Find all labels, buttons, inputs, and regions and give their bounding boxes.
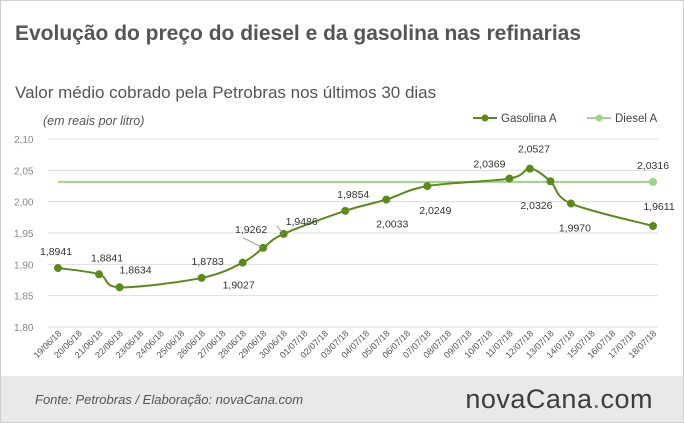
- label-leader-line: [242, 237, 264, 249]
- label-leader-line: [276, 225, 284, 235]
- gasolina-point: [566, 199, 575, 208]
- brand-logo: novaCana.com: [465, 384, 653, 415]
- legend-marker-diesel: [595, 114, 603, 122]
- y-tick-label: 1,95: [14, 229, 34, 240]
- gasolina-data-label: 1,8941: [40, 246, 72, 258]
- gasolina-data-label: 2,0527: [518, 144, 550, 156]
- gasolina-data-label: 2,0369: [473, 159, 505, 171]
- gasolina-data-label: 1,9970: [559, 223, 591, 235]
- gasolina-point: [423, 182, 432, 191]
- diesel-data-label: 2,0316: [637, 160, 669, 172]
- y-tick-label: 1,85: [14, 292, 34, 303]
- diesel-point: [649, 177, 657, 186]
- gasolina-data-label: 1,9611: [643, 201, 674, 213]
- gasolina-data-label: 1,8841: [91, 252, 123, 264]
- gasolina-point: [95, 270, 104, 279]
- unit-label: (em reais por litro): [43, 114, 145, 128]
- gasolina-data-label: 1,9486: [286, 216, 318, 228]
- gasolina-data-label: 2,0033: [376, 219, 408, 231]
- footer: Fonte: Petrobras / Elaboração: novaCana.…: [1, 376, 683, 422]
- gasolina-point: [115, 283, 124, 292]
- brand-tld: com: [600, 384, 653, 414]
- y-tick-label: 2,05: [14, 166, 34, 177]
- gasolina-point: [505, 174, 514, 183]
- gasolina-data-label: 1,9854: [337, 189, 369, 201]
- legend-marker-gasolina: [481, 114, 489, 122]
- line-chart: 2,102,052,001,951,901,851,8019/06/1820/0…: [14, 113, 675, 360]
- y-tick-label: 1,80: [14, 323, 34, 334]
- gasolina-data-label: 1,8634: [119, 264, 151, 276]
- gasolina-point: [197, 273, 206, 282]
- gasolina-data-label: 1,8783: [192, 256, 224, 268]
- gasolina-point: [54, 264, 62, 273]
- y-tick-label: 1,90: [14, 260, 34, 271]
- source-note: Fonte: Petrobras / Elaboração: novaCana.…: [35, 392, 304, 407]
- gasolina-data-label: 1,9027: [223, 280, 255, 292]
- chart-subtitle: Valor médio cobrado pela Petrobras nos ú…: [15, 83, 437, 102]
- legend: Gasolina A Diesel A: [473, 113, 658, 125]
- gasolina-data-label: 2,0326: [520, 200, 552, 212]
- gasolina-point: [341, 206, 350, 215]
- gasolina-point: [649, 222, 657, 231]
- gasolina-point: [238, 258, 247, 267]
- brand-name: novaCana: [465, 384, 593, 414]
- brand-dot: .: [592, 384, 601, 414]
- gasolina-point: [382, 195, 391, 204]
- gasolina-point: [525, 164, 534, 173]
- y-tick-label: 2,00: [14, 198, 34, 209]
- gasolina-data-label: 1,9262: [235, 224, 267, 236]
- legend-label-diesel: Diesel A: [615, 113, 658, 125]
- chart-title: Evolução do preço do diesel e da gasolin…: [15, 22, 582, 45]
- gasolina-point: [546, 177, 555, 186]
- legend-label-gasolina: Gasolina A: [501, 113, 557, 125]
- y-tick-label: 2,10: [14, 135, 34, 146]
- gasolina-data-label: 2,0249: [419, 205, 451, 217]
